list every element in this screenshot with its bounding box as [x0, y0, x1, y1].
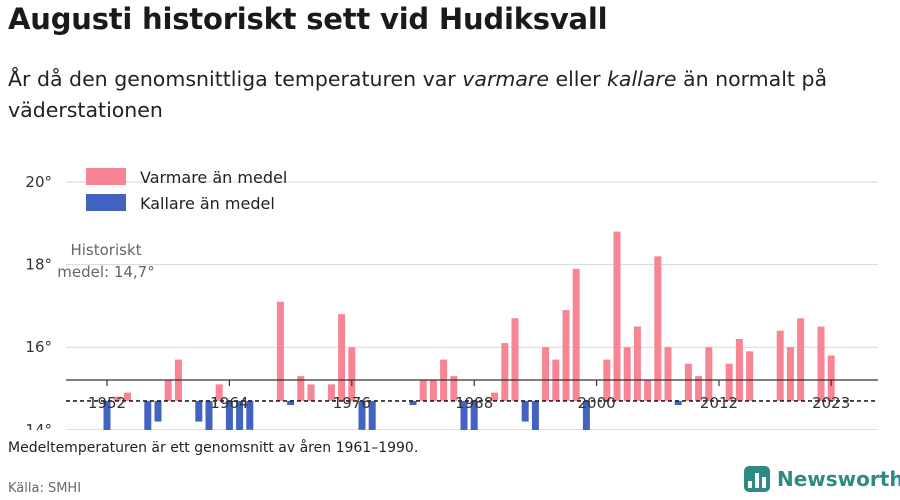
bar-1953: [113, 396, 121, 401]
legend-swatch-colder: [86, 194, 126, 211]
bar-1984: [429, 380, 437, 401]
bar-2015: [746, 351, 754, 401]
bar-chart-icon: [744, 466, 770, 492]
bar-2019: [786, 347, 794, 401]
bar-1961: [195, 400, 203, 422]
bar-1975: [338, 314, 346, 401]
bar-2013: [725, 363, 733, 401]
bar-2014: [735, 338, 743, 401]
bar-1988: [470, 400, 478, 430]
bar-1963: [215, 384, 223, 401]
bar-1971: [297, 376, 305, 401]
x-tick-label: 1952: [88, 394, 126, 412]
y-tick-label: 14°: [25, 421, 52, 430]
brand-name: Newsworthy: [777, 467, 900, 491]
bar-1986: [450, 376, 458, 401]
bar-1995: [542, 347, 550, 401]
bar-1977: [358, 400, 366, 430]
bar-2009: [684, 363, 692, 401]
bar-1965: [236, 400, 244, 430]
y-tick-label: 16°: [25, 338, 52, 356]
bar-2008: [674, 400, 682, 406]
legend-label-colder: Kallare än medel: [140, 194, 275, 213]
bar-2004: [633, 326, 641, 401]
bar-1982: [409, 400, 417, 406]
bar-1976: [348, 347, 356, 401]
newsworthy-logo[interactable]: Newsworthy: [744, 466, 900, 492]
bar-1974: [327, 384, 335, 401]
bar-1987: [460, 400, 468, 430]
y-tick-label: 20°: [25, 173, 52, 191]
bar-2020: [797, 318, 805, 401]
bar-2006: [654, 256, 662, 401]
bar-1992: [511, 318, 519, 401]
bar-1964: [225, 400, 233, 430]
bar-2007: [664, 347, 672, 401]
bar-1969: [276, 301, 284, 401]
chart-title: Augusti historiskt sett vid Hudiksvall: [8, 2, 608, 36]
bar-2022: [817, 326, 825, 401]
bar-2005: [644, 380, 652, 401]
bar-1994: [531, 400, 539, 430]
bar-1958: [164, 380, 172, 401]
x-tick-label: 2012: [700, 394, 738, 412]
bar-1952: [103, 400, 111, 430]
x-tick-label: 1988: [455, 394, 493, 412]
bar-1954: [123, 392, 131, 401]
chart-subtitle: År då den genomsnittliga temperaturen va…: [8, 67, 828, 122]
bar-2018: [776, 330, 784, 401]
bar-1983: [419, 380, 427, 401]
bar-1962: [205, 400, 213, 430]
x-tick-label: 2000: [578, 394, 616, 412]
legend-label-warmer: Varmare än medel: [140, 168, 287, 187]
mean-label-line1: Historiskt: [70, 241, 141, 259]
x-tick-label: 2023: [812, 394, 850, 412]
y-tick-label: 18°: [25, 256, 52, 274]
x-tick-label: 1976: [333, 394, 371, 412]
bar-1956: [144, 400, 152, 430]
bar-1999: [582, 400, 590, 430]
bar-1993: [521, 400, 529, 422]
bar-1957: [154, 400, 162, 422]
bar-1978: [368, 400, 376, 430]
legend-swatch-warmer: [86, 168, 126, 185]
bar-1970: [287, 400, 295, 406]
footnote: Medeltemperaturen är ett genomsnitt av å…: [8, 440, 419, 456]
bar-1997: [562, 310, 570, 401]
x-tick-label: 1964: [210, 394, 248, 412]
bar-2003: [623, 347, 631, 401]
mean-label-line2: medel: 14,7°: [57, 263, 154, 281]
bar-1998: [572, 268, 580, 401]
bar-2011: [705, 347, 713, 401]
source-credit: Källa: SMHI: [8, 481, 82, 496]
bar-1966: [246, 400, 254, 430]
bar-1972: [307, 384, 315, 401]
bar-1990: [491, 392, 499, 401]
bar-1991: [501, 343, 509, 401]
bar-2010: [695, 376, 703, 401]
bar-2002: [613, 231, 621, 401]
bar-2023: [827, 355, 835, 401]
